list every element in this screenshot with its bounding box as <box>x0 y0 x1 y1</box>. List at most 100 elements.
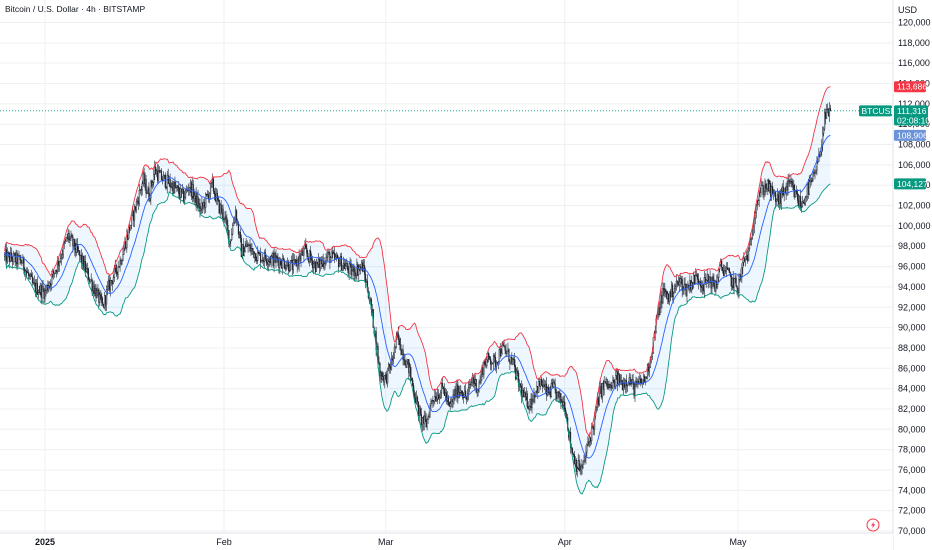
candle <box>196 192 198 208</box>
candle <box>550 379 552 398</box>
candle <box>469 381 472 389</box>
candle <box>249 238 251 253</box>
price-tick-label: 76,000 <box>898 465 926 475</box>
candle <box>493 353 496 363</box>
candle <box>80 249 83 269</box>
candle <box>802 199 805 204</box>
candle <box>561 398 563 404</box>
candle <box>201 196 203 215</box>
candle <box>133 204 136 228</box>
candle <box>50 279 52 292</box>
candle <box>525 387 527 401</box>
candle <box>143 167 145 188</box>
candle <box>269 255 271 266</box>
candle <box>791 178 793 188</box>
price-tick-label: 118,000 <box>898 38 930 48</box>
candle <box>55 269 58 278</box>
candle <box>388 363 391 374</box>
candle <box>76 238 78 256</box>
candle <box>27 267 29 274</box>
candle <box>161 176 164 185</box>
candle <box>707 273 709 289</box>
candle <box>162 171 164 181</box>
candle <box>270 255 272 268</box>
candle <box>344 259 346 271</box>
candle <box>111 279 113 291</box>
candle <box>475 379 477 394</box>
candle <box>184 188 187 200</box>
candle <box>135 198 138 214</box>
candle <box>553 379 555 385</box>
candle <box>69 235 71 247</box>
candle <box>141 180 143 196</box>
candle <box>792 178 794 190</box>
candle <box>410 364 412 382</box>
candle <box>609 383 611 389</box>
candle <box>429 403 431 418</box>
candle <box>119 256 121 272</box>
price-tick-label: 78,000 <box>898 445 926 455</box>
candle <box>256 256 258 265</box>
time-scale[interactable] <box>0 533 893 550</box>
candle <box>356 258 358 280</box>
candle <box>224 211 226 223</box>
symbol-tag: BTCUSD <box>859 105 896 117</box>
candle <box>438 389 440 400</box>
candle <box>337 253 339 260</box>
candle <box>556 391 558 402</box>
candle <box>452 389 454 408</box>
lightning-icon[interactable] <box>866 518 880 532</box>
candle <box>354 267 356 283</box>
candle <box>582 460 584 469</box>
candle <box>554 378 556 394</box>
candle <box>29 272 32 280</box>
candle <box>697 273 700 290</box>
candle <box>295 255 297 267</box>
candle <box>89 279 91 284</box>
candle <box>67 228 69 243</box>
time-scale-labels: 2025 Feb Mar Apr May <box>35 537 747 547</box>
time-tick-label: Apr <box>558 537 572 547</box>
current-price-tag: 111,316 02:08:10 <box>894 105 930 126</box>
candle <box>90 273 92 282</box>
candle <box>685 283 687 297</box>
candle <box>198 198 200 209</box>
candle <box>286 257 289 268</box>
candle <box>549 386 551 399</box>
price-tick-label: 70,000 <box>898 526 926 536</box>
price-tick-label: 106,000 <box>898 160 931 170</box>
candle <box>574 456 576 468</box>
candle <box>470 378 472 387</box>
candle <box>291 253 293 276</box>
candle <box>671 282 674 302</box>
candle <box>333 249 335 255</box>
candle <box>334 246 336 263</box>
candle <box>542 379 544 393</box>
candle <box>686 283 688 303</box>
candle <box>620 374 623 386</box>
candle <box>408 359 410 380</box>
candle <box>748 240 751 252</box>
candle <box>312 260 315 275</box>
candle <box>803 198 806 206</box>
candle <box>263 249 266 269</box>
candle <box>664 282 666 298</box>
currency-label[interactable]: USD <box>898 5 918 15</box>
bb-basis-price-tag: 108,906 <box>894 129 928 141</box>
candle <box>760 178 762 197</box>
candle <box>20 254 22 265</box>
candle <box>509 359 511 371</box>
candle <box>601 382 603 403</box>
candle <box>739 273 741 283</box>
candle <box>622 377 625 395</box>
candle <box>130 224 132 231</box>
candle <box>359 264 361 272</box>
candle <box>571 447 574 455</box>
candle <box>58 260 61 272</box>
price-tick-label: 88,000 <box>898 343 926 353</box>
candle <box>248 243 250 247</box>
candle <box>160 168 163 181</box>
candle <box>467 380 470 401</box>
price-tick-label: 96,000 <box>898 262 926 272</box>
